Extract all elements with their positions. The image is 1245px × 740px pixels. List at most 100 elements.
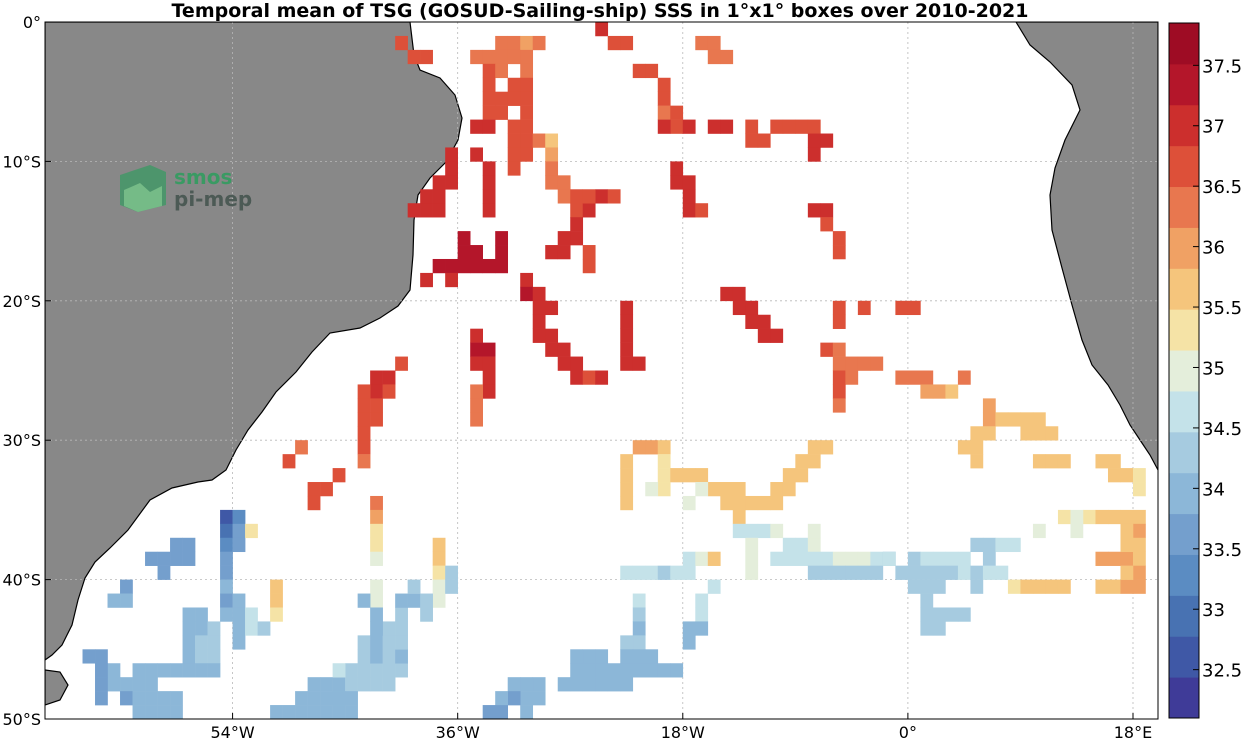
sss-cell — [657, 454, 671, 469]
sss-cell — [620, 35, 634, 51]
sss-cell — [482, 63, 496, 79]
sss-cell — [345, 691, 358, 706]
colorbar-tick-label: 35.5 — [1202, 298, 1242, 319]
sss-cell — [1020, 412, 1034, 427]
sss-cell — [1020, 579, 1034, 594]
sss-cell — [520, 105, 534, 120]
sss-cell — [695, 482, 709, 497]
sss-cell — [557, 356, 571, 371]
sss-cell — [957, 565, 971, 580]
sss-cell — [707, 579, 721, 594]
sss-cell — [170, 663, 183, 678]
sss-cell — [357, 398, 371, 413]
sss-cell — [495, 691, 509, 706]
sss-cell — [682, 635, 696, 650]
sss-cell — [807, 565, 821, 580]
sss-cell — [720, 286, 734, 302]
sss-cell — [1107, 579, 1121, 594]
sss-cell — [370, 509, 383, 525]
sss-cell — [395, 649, 408, 664]
sss-cell — [682, 495, 696, 511]
sss-cell — [770, 551, 784, 566]
sss-cell — [620, 565, 634, 580]
sss-cell — [595, 677, 609, 692]
sss-cell — [307, 495, 321, 511]
sss-cell — [557, 175, 571, 190]
sss-cell — [795, 119, 809, 134]
sss-cell — [507, 49, 521, 65]
colorbar-segment — [1169, 309, 1199, 351]
sss-cell — [282, 454, 296, 469]
sss-cell — [907, 579, 921, 594]
sss-cell — [182, 537, 196, 553]
sss-cell — [1132, 551, 1146, 566]
sss-cell — [520, 705, 534, 719]
sss-cell — [820, 217, 834, 232]
sss-cell — [507, 119, 521, 134]
logo-text-smos: smos — [174, 165, 232, 189]
colorbar-frame — [1168, 22, 1200, 719]
sss-cell — [420, 49, 433, 65]
sss-cell — [357, 412, 371, 427]
sss-cell — [370, 579, 383, 594]
sss-cell — [657, 482, 671, 497]
sss-cell — [482, 705, 496, 719]
sss-cell — [745, 537, 759, 553]
sss-cell — [357, 454, 371, 469]
sss-cell — [432, 258, 446, 274]
sss-cell — [545, 147, 559, 162]
sss-cell — [345, 663, 358, 678]
colorbar-tick-label: 37 — [1202, 117, 1225, 138]
sss-cell — [545, 133, 559, 148]
sss-cell — [370, 607, 383, 622]
sss-cell — [570, 217, 584, 232]
sss-cell — [620, 342, 634, 357]
sss-cell — [382, 621, 396, 636]
sss-cell — [220, 607, 233, 622]
sss-cell — [645, 440, 659, 455]
sss-cell — [720, 119, 734, 134]
sss-cell — [495, 231, 509, 246]
sss-cell — [320, 705, 333, 719]
sss-cell — [1120, 523, 1134, 539]
colorbar-segment — [1169, 595, 1199, 637]
sss-cell — [782, 551, 796, 566]
sss-cell — [607, 35, 621, 51]
sss-cell — [220, 523, 233, 539]
sss-cell — [182, 607, 196, 622]
sss-cell — [632, 607, 646, 622]
sss-cell — [620, 300, 634, 316]
colorbar-tick-label: 34 — [1202, 479, 1225, 500]
sss-cell — [182, 635, 196, 650]
sss-cell — [545, 161, 559, 176]
sss-cell — [745, 565, 759, 580]
sss-cell — [582, 649, 596, 664]
sss-cell — [920, 370, 934, 385]
sss-cell — [1045, 426, 1059, 441]
sss-cell — [720, 49, 734, 65]
sss-cell — [670, 119, 684, 134]
sss-cell — [1132, 482, 1146, 497]
sss-cell — [195, 635, 208, 650]
sss-cell — [1032, 523, 1046, 539]
sss-cell — [1057, 454, 1071, 469]
sss-cell — [482, 49, 496, 65]
sss-cell — [857, 565, 871, 580]
sss-cell — [670, 468, 684, 483]
sss-cell — [795, 551, 809, 566]
colorbar-tick-label: 35 — [1202, 358, 1225, 379]
sss-cell — [932, 607, 946, 622]
sss-cell — [770, 495, 784, 511]
sss-cell — [745, 314, 759, 329]
sss-cell — [470, 342, 483, 357]
sss-cell — [295, 440, 308, 455]
sss-cell — [507, 677, 521, 692]
sss-cell — [682, 468, 696, 483]
sss-cell — [657, 77, 671, 92]
sss-cell — [632, 593, 646, 608]
colorbar-tick-label: 33.5 — [1202, 540, 1242, 561]
sss-cell — [1070, 523, 1084, 539]
sss-cell — [282, 705, 296, 719]
sss-cell — [832, 398, 846, 413]
sss-cell — [595, 189, 609, 204]
